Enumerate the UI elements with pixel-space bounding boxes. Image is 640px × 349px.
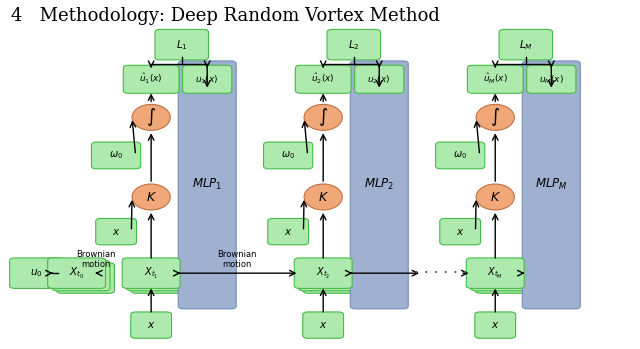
Text: $\hat{u}_M(x)$: $\hat{u}_M(x)$: [483, 72, 508, 86]
Text: $\omega_0$: $\omega_0$: [453, 150, 467, 161]
FancyBboxPatch shape: [522, 61, 580, 309]
FancyBboxPatch shape: [294, 258, 352, 288]
FancyBboxPatch shape: [56, 263, 115, 293]
FancyBboxPatch shape: [436, 142, 484, 169]
FancyBboxPatch shape: [299, 260, 356, 291]
Text: $K$: $K$: [490, 191, 500, 203]
FancyBboxPatch shape: [182, 65, 232, 93]
Text: $K$: $K$: [317, 191, 329, 203]
Ellipse shape: [476, 104, 515, 131]
FancyBboxPatch shape: [355, 65, 404, 93]
Text: $u_2(x)$: $u_2(x)$: [367, 73, 391, 86]
FancyBboxPatch shape: [52, 260, 110, 291]
FancyBboxPatch shape: [96, 218, 136, 245]
FancyBboxPatch shape: [264, 142, 313, 169]
Text: $x$: $x$: [491, 320, 499, 330]
FancyBboxPatch shape: [475, 312, 516, 338]
Text: $x$: $x$: [284, 227, 292, 237]
Text: Brownian
motion: Brownian motion: [77, 250, 116, 269]
Text: · · · · · ·: · · · · · ·: [414, 266, 468, 281]
Text: $u_1(x)$: $u_1(x)$: [195, 73, 219, 86]
FancyBboxPatch shape: [295, 65, 351, 93]
FancyBboxPatch shape: [467, 65, 523, 93]
FancyBboxPatch shape: [327, 29, 381, 60]
FancyBboxPatch shape: [350, 61, 408, 309]
Text: $MLP_1$: $MLP_1$: [192, 177, 222, 192]
Text: Brownian
motion: Brownian motion: [218, 250, 257, 269]
FancyBboxPatch shape: [10, 258, 63, 288]
Text: $u_0$: $u_0$: [30, 267, 43, 279]
Text: $MLP_M$: $MLP_M$: [535, 177, 568, 192]
Text: $\int$: $\int$: [490, 106, 500, 128]
Text: $\omega_0$: $\omega_0$: [281, 150, 295, 161]
FancyBboxPatch shape: [303, 312, 344, 338]
FancyBboxPatch shape: [47, 258, 106, 288]
Text: $X_{t_M}$: $X_{t_M}$: [488, 266, 503, 281]
Text: $x$: $x$: [147, 320, 156, 330]
Text: $K$: $K$: [146, 191, 157, 203]
Text: $u_M(x)$: $u_M(x)$: [539, 73, 564, 86]
FancyBboxPatch shape: [303, 263, 361, 293]
Ellipse shape: [476, 184, 515, 210]
FancyBboxPatch shape: [527, 65, 576, 93]
Ellipse shape: [304, 184, 342, 210]
Text: $X_{t_0}$: $X_{t_0}$: [69, 266, 84, 281]
FancyBboxPatch shape: [178, 61, 236, 309]
FancyBboxPatch shape: [499, 29, 552, 60]
Text: $x$: $x$: [319, 320, 328, 330]
Ellipse shape: [304, 104, 342, 131]
Text: $x$: $x$: [456, 227, 465, 237]
Text: $\hat{u}_2(x)$: $\hat{u}_2(x)$: [312, 72, 335, 86]
Ellipse shape: [132, 104, 170, 131]
FancyBboxPatch shape: [155, 29, 209, 60]
FancyBboxPatch shape: [476, 263, 533, 293]
FancyBboxPatch shape: [131, 312, 172, 338]
Text: $\hat{u}_1(x)$: $\hat{u}_1(x)$: [140, 72, 163, 86]
FancyBboxPatch shape: [92, 142, 141, 169]
FancyBboxPatch shape: [467, 258, 524, 288]
Text: $X_{t_2}$: $X_{t_2}$: [316, 266, 330, 281]
Ellipse shape: [132, 184, 170, 210]
FancyBboxPatch shape: [124, 65, 179, 93]
FancyBboxPatch shape: [122, 258, 180, 288]
Text: $\omega_0$: $\omega_0$: [109, 150, 123, 161]
Text: $MLP_2$: $MLP_2$: [364, 177, 394, 192]
FancyBboxPatch shape: [268, 218, 308, 245]
Text: 4   Methodology: Deep Random Vortex Method: 4 Methodology: Deep Random Vortex Method: [11, 7, 440, 24]
Text: $L_2$: $L_2$: [348, 38, 360, 52]
FancyBboxPatch shape: [127, 260, 184, 291]
FancyBboxPatch shape: [440, 218, 481, 245]
Text: $x$: $x$: [112, 227, 120, 237]
Text: $L_M$: $L_M$: [519, 38, 532, 52]
Text: $\int$: $\int$: [318, 106, 328, 128]
FancyBboxPatch shape: [131, 263, 189, 293]
Text: $\int$: $\int$: [146, 106, 156, 128]
Text: $L_1$: $L_1$: [176, 38, 188, 52]
FancyBboxPatch shape: [471, 260, 529, 291]
Text: $X_{t_1}$: $X_{t_1}$: [144, 266, 158, 281]
